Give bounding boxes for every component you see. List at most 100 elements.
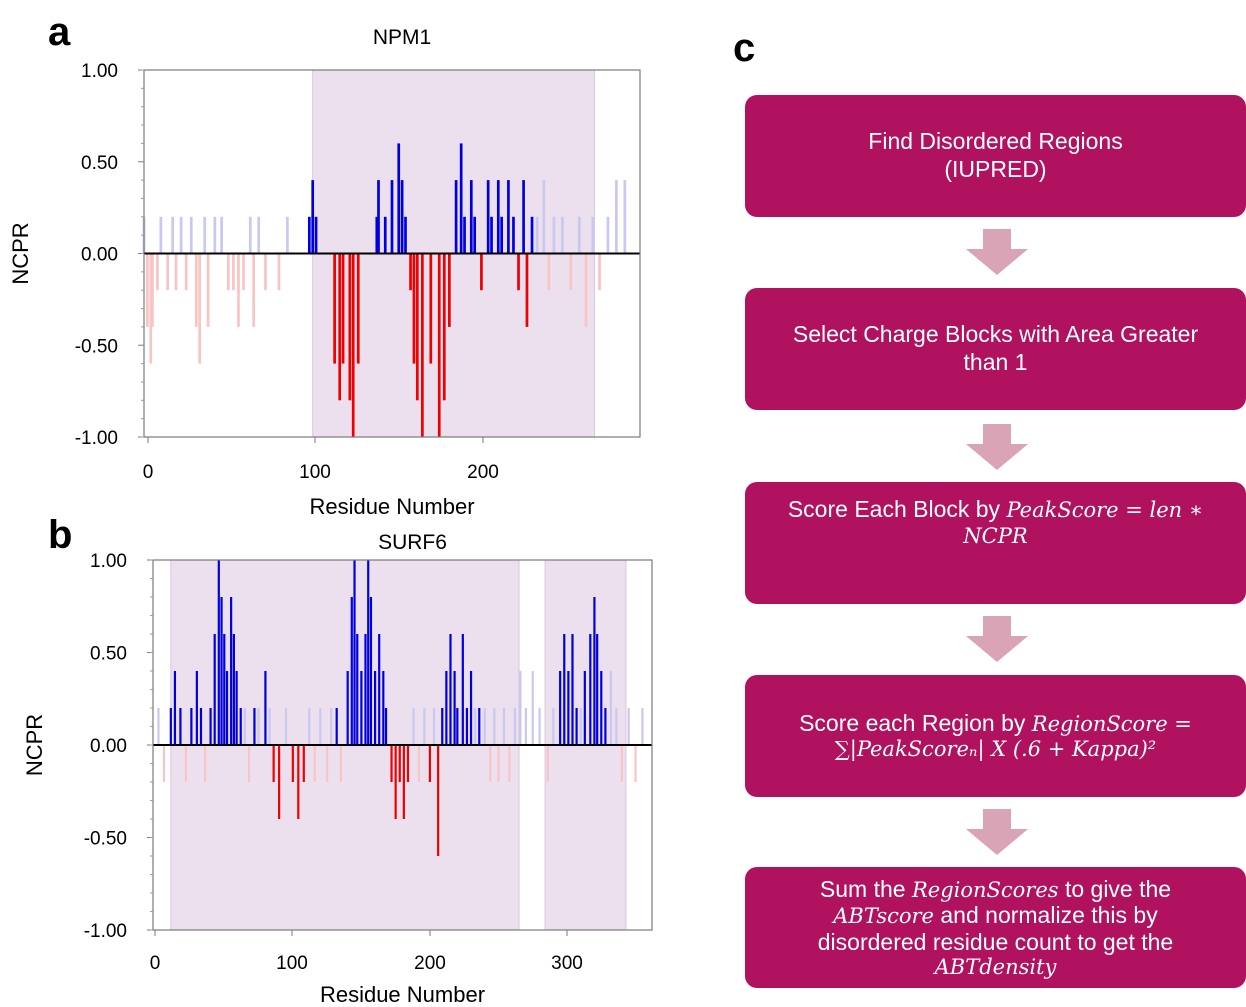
x-axis-label: Residue Number	[309, 494, 474, 519]
ncpr-bar	[417, 745, 421, 782]
ncpr-bar	[382, 671, 385, 745]
ncpr-bar	[252, 253, 256, 327]
ncpr-bar	[593, 597, 596, 745]
flow-arrow-icon	[966, 424, 1028, 470]
ncpr-bar	[350, 597, 353, 745]
ncpr-bar	[220, 597, 223, 745]
ncpr-bar	[169, 708, 172, 745]
ncpr-bar	[326, 745, 329, 782]
y-tick-label: 0.50	[81, 153, 118, 174]
ncpr-bar	[577, 216, 581, 254]
chart-title: SURF6	[378, 531, 447, 554]
flow-step-2-line2: than 1	[963, 349, 1028, 375]
ncpr-bar	[264, 253, 267, 291]
ncpr-bar	[149, 253, 153, 364]
ncpr-bar	[563, 634, 566, 745]
ncpr-bar	[406, 745, 410, 782]
ncpr-bar	[530, 216, 534, 254]
ncpr-bar	[627, 708, 630, 745]
ncpr-bar	[367, 560, 370, 745]
chart-title: NPM1	[373, 26, 431, 49]
ncpr-bar	[579, 708, 582, 745]
ncpr-bar	[480, 253, 483, 291]
ncpr-bar	[615, 180, 618, 254]
ncpr-bar	[173, 671, 177, 745]
ncpr-bar	[575, 708, 578, 745]
ncpr-bar	[375, 216, 379, 254]
y-tick-label: 0.00	[81, 245, 118, 266]
ncpr-bar	[596, 634, 599, 745]
ncpr-bar	[604, 708, 607, 745]
flow-arrow-icon	[966, 809, 1028, 855]
ncpr-bar	[474, 708, 477, 745]
ncpr-bar	[264, 671, 267, 745]
ncpr-bar	[203, 216, 207, 254]
ncpr-bar	[171, 216, 175, 254]
flow-step-5-line3: disordered residue count to get the	[817, 928, 1174, 955]
ncpr-bar	[179, 216, 183, 254]
ncpr-bar	[278, 745, 281, 819]
ncpr-bar	[184, 253, 188, 291]
ncpr-bar	[341, 253, 345, 364]
ncpr-bar	[159, 216, 163, 254]
flow-step-3-line2: NCPR	[963, 523, 1028, 548]
y-tick-label: 1.00	[90, 551, 127, 572]
x-tick-label: 200	[467, 462, 499, 483]
ncpr-bar	[297, 745, 300, 819]
ncpr-bar	[542, 180, 546, 254]
ncpr-bar	[308, 708, 311, 745]
ncpr-bar	[156, 253, 159, 291]
ncpr-bar	[463, 216, 466, 254]
ncpr-bar	[519, 671, 522, 745]
ncpr-bar	[400, 180, 404, 254]
ncpr-bar	[398, 745, 401, 782]
ncpr-bar	[571, 634, 574, 745]
ncpr-bar	[490, 216, 493, 254]
flow-step-5-formula-a: RegionScores	[911, 877, 1059, 902]
ncpr-bar	[384, 708, 388, 745]
ncpr-bar	[493, 708, 496, 745]
ncpr-bar	[302, 745, 305, 782]
ncpr-bar	[524, 708, 527, 745]
ncpr-bar	[247, 745, 251, 782]
flow-step-5-line4: ABTdensity	[934, 955, 1057, 980]
ncpr-bar	[189, 216, 193, 254]
flow-step-3-formula: PeakScore = len ∗	[1006, 498, 1204, 522]
ncpr-bar	[454, 180, 458, 254]
ncpr-bar	[552, 216, 556, 254]
y-tick-label: 0.00	[90, 736, 127, 757]
x-tick-label: 200	[414, 953, 446, 974]
y-tick-label: 1.00	[81, 61, 118, 82]
ncpr-bar	[390, 745, 393, 782]
ncpr-bar	[232, 634, 235, 745]
ncpr-bar	[174, 253, 178, 291]
ncpr-bar	[559, 671, 562, 745]
ncpr-bar	[496, 180, 500, 254]
flow-step-4-text: Score each Region by	[799, 709, 1026, 736]
flow-step-3-text: Score Each Block by	[787, 496, 1001, 522]
ncpr-bar	[213, 216, 217, 254]
ncpr-bar	[423, 708, 426, 745]
ncpr-bar	[429, 253, 433, 364]
ncpr-bar	[311, 180, 315, 254]
ncpr-bar	[235, 671, 238, 745]
ncpr-bar	[356, 634, 359, 745]
ncpr-bar	[257, 216, 261, 254]
flow-step-5-text-c: and normalize this by	[940, 902, 1158, 929]
ncpr-bar	[609, 671, 612, 745]
ncpr-bar	[489, 745, 492, 782]
ncpr-bar	[257, 708, 260, 745]
y-tick-label: -0.50	[75, 336, 118, 357]
ncpr-bar	[473, 216, 477, 254]
ncpr-bar	[535, 216, 539, 254]
ncpr-bar	[591, 216, 595, 254]
ncpr-bar	[179, 708, 182, 745]
ncpr-bar	[225, 671, 229, 745]
ncpr-bar	[184, 745, 187, 782]
flow-step-5: Sum the RegionScores to give the ABTscor…	[745, 867, 1246, 988]
ncpr-bar	[502, 708, 506, 745]
ncpr-bar	[237, 253, 240, 327]
ncpr-bar	[517, 253, 520, 291]
ncpr-bar	[531, 671, 534, 745]
flow-step-4-line2: ∑|PeakScoreₙ| X (.6 + Kappa)²	[834, 737, 1157, 762]
